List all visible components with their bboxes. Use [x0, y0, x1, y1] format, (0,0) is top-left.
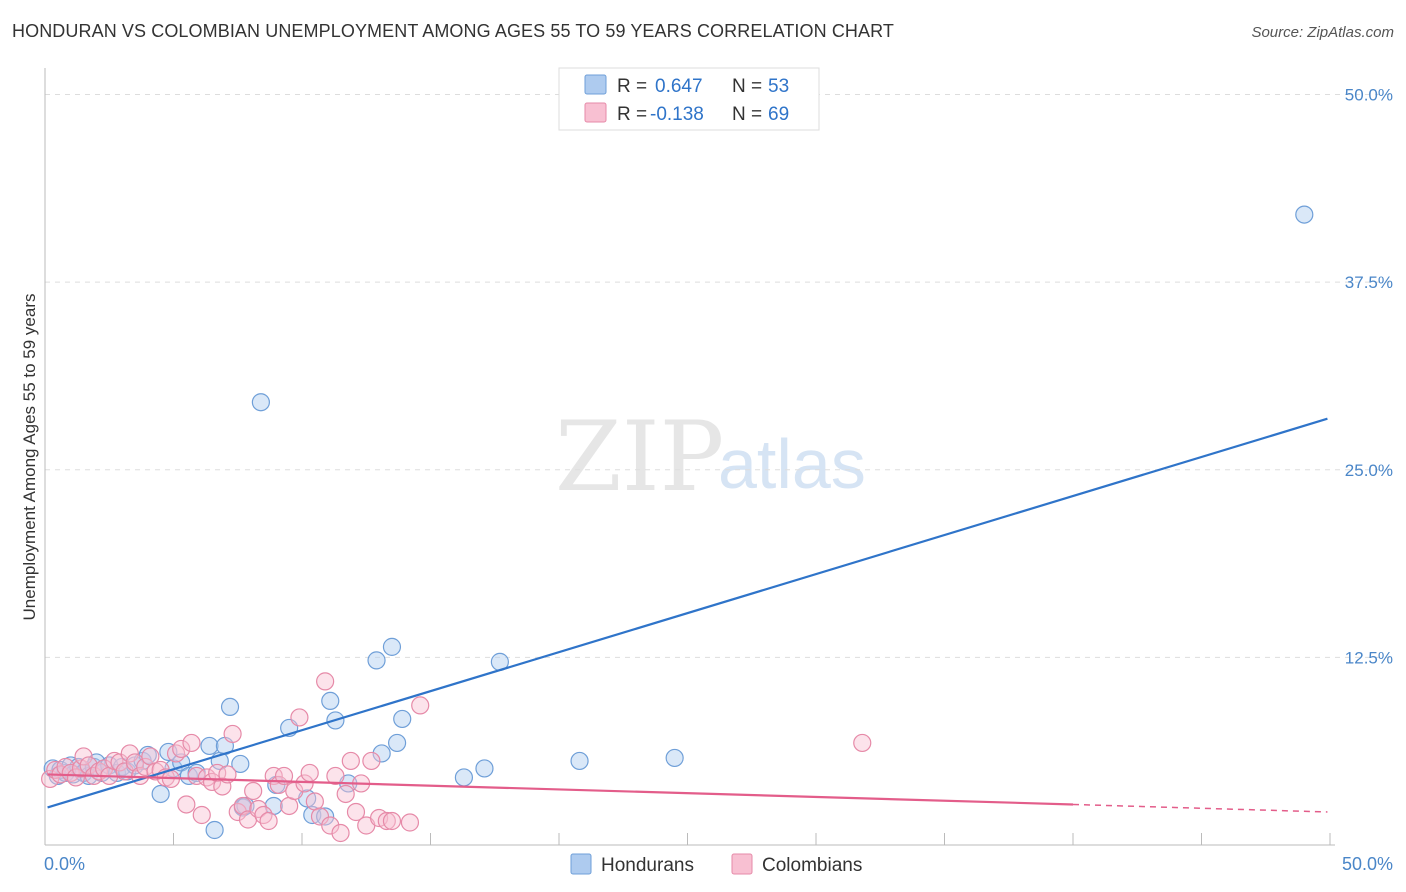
hondurans-points — [43, 205, 1314, 840]
axes — [44, 68, 1335, 846]
colombians-point — [244, 781, 263, 801]
colombians-point — [110, 753, 129, 772]
y-axis-label: Unemployment Among Ages 55 to 59 years — [20, 294, 39, 621]
legend-r-value-hondurans: 0.647 — [655, 76, 703, 97]
y-tick-label: 37.5% — [1345, 273, 1393, 292]
hondurans-point — [1295, 205, 1314, 224]
hondurans-point — [205, 820, 224, 840]
hondurans-point — [387, 733, 407, 753]
colombians-point — [400, 813, 420, 832]
colombians-points — [41, 672, 872, 843]
watermark-atlas: atlas — [718, 425, 866, 503]
colombians-point — [202, 772, 222, 792]
colombians-point — [295, 774, 314, 793]
colombians-point — [331, 823, 350, 843]
source-label: Source: ZipAtlas.com — [1251, 24, 1394, 41]
hondurans-point — [393, 709, 412, 729]
legend-swatch-hondurans — [584, 74, 607, 95]
hondurans-point — [454, 768, 474, 787]
legend-r-value-colombians: -0.138 — [650, 104, 704, 125]
series-legend: Hondurans Colombians — [570, 853, 862, 876]
hondurans-point — [321, 691, 340, 711]
hondurans-point — [665, 748, 684, 768]
colombians-point — [290, 708, 309, 727]
y-tick-label: 12.5% — [1345, 648, 1393, 667]
colombians-point — [382, 811, 402, 831]
y-tick-label: 50.0% — [1345, 86, 1393, 105]
colombians-point — [233, 796, 252, 816]
grid-lines — [45, 94, 1393, 658]
colombians-point — [326, 766, 345, 786]
hondurans-point — [316, 807, 335, 826]
hondurans-point — [367, 651, 386, 670]
colombians-trend-line — [47, 773, 1074, 806]
x-tick-label-max: 50.0% — [1342, 854, 1393, 874]
colombians-point — [316, 672, 335, 691]
legend-n-label-hondurans: N = — [732, 76, 762, 97]
legend-n-value-hondurans: 53 — [768, 76, 789, 97]
hondurans-point — [151, 784, 170, 804]
colombians-point — [853, 733, 872, 753]
colombians-point — [310, 807, 330, 826]
colombians-point — [213, 777, 232, 796]
legend-n-label-colombians: N = — [732, 104, 762, 125]
series-legend-label-hondurans: Hondurans — [601, 855, 694, 876]
legend-r-label-colombians: R = — [617, 104, 647, 125]
colombians-point — [172, 739, 191, 759]
y-tick-labels: 12.5% 25.0% 37.5% 50.0% — [1345, 86, 1393, 668]
watermark-zip: ZIP — [555, 401, 724, 513]
hondurans-point — [220, 697, 240, 717]
trend-lines — [47, 417, 1328, 813]
colombians-point — [66, 768, 85, 787]
hondurans-trend-line — [47, 417, 1328, 809]
series-legend-swatch-colombians — [731, 853, 753, 875]
colombians-point — [377, 811, 396, 831]
hondurans-point — [200, 736, 219, 756]
colombians-point — [300, 763, 319, 783]
chart-title: HONDURAN VS COLOMBIAN UNEMPLOYMENT AMONG… — [12, 21, 895, 41]
series-legend-label-colombians: Colombians — [762, 855, 862, 876]
correlation-legend: R = 0.647 N = 53 R = -0.138 N = 69 — [558, 67, 820, 131]
hondurans-point — [475, 759, 494, 778]
colombians-point — [346, 802, 366, 822]
colombians-point — [223, 724, 242, 744]
y-tick-label: 25.0% — [1345, 461, 1393, 480]
hondurans-point — [231, 754, 250, 774]
legend-swatch-colombians — [584, 102, 607, 123]
x-tick-marks — [173, 833, 1331, 845]
colombians-point — [125, 753, 145, 772]
colombians-point — [362, 751, 381, 771]
x-tick-label-min: 0.0% — [44, 854, 85, 874]
legend-r-label-hondurans: R = — [617, 76, 647, 97]
colombians-point — [74, 747, 93, 766]
hondurans-point — [251, 393, 270, 412]
colombians-point — [341, 751, 360, 771]
series-legend-swatch-hondurans — [570, 853, 592, 875]
colombians-point — [182, 733, 201, 753]
hondurans-point — [382, 637, 402, 656]
colombians-point — [192, 805, 211, 825]
colombians-trend-extension — [1072, 803, 1328, 813]
colombians-point — [411, 696, 430, 715]
hondurans-point — [372, 744, 391, 763]
colombians-point — [321, 816, 340, 835]
hondurans-point — [570, 751, 589, 771]
colombians-point — [136, 757, 155, 777]
legend-n-value-colombians: 69 — [768, 104, 789, 125]
colombians-point — [259, 811, 278, 831]
colombians-point — [336, 784, 355, 804]
colombians-point — [79, 756, 98, 775]
colombians-point — [120, 744, 139, 763]
colombians-point — [177, 795, 196, 814]
